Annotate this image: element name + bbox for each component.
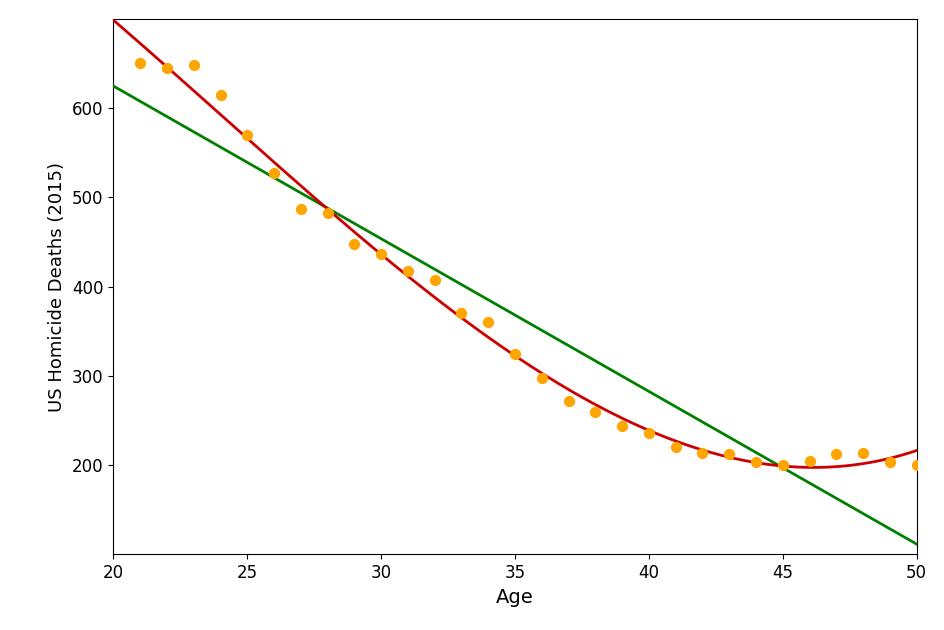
- Point: [212, 89, 228, 100]
- Point: [240, 130, 255, 140]
- Point: [346, 239, 362, 249]
- Point: [186, 60, 201, 71]
- Point: [641, 428, 656, 438]
- Point: [694, 447, 709, 457]
- Point: [828, 449, 843, 459]
- Point: [427, 275, 442, 285]
- Point: [882, 457, 897, 467]
- Point: [908, 460, 923, 470]
- Point: [132, 57, 147, 67]
- Point: [453, 309, 468, 319]
- Point: [507, 348, 522, 358]
- Point: [400, 266, 415, 276]
- Point: [774, 460, 789, 470]
- Point: [587, 406, 602, 416]
- Point: [721, 449, 736, 459]
- Point: [614, 421, 629, 431]
- Point: [667, 442, 683, 452]
- Point: [533, 372, 548, 382]
- Point: [160, 63, 175, 73]
- Point: [854, 447, 869, 457]
- Point: [480, 318, 496, 328]
- X-axis label: Age: Age: [496, 588, 533, 607]
- Point: [801, 455, 817, 466]
- Point: [561, 396, 576, 406]
- Point: [748, 457, 763, 467]
- Point: [320, 207, 335, 217]
- Point: [293, 204, 308, 214]
- Y-axis label: US Homicide Deaths (2015): US Homicide Deaths (2015): [48, 162, 66, 411]
- Point: [266, 168, 281, 178]
- Point: [373, 249, 388, 259]
